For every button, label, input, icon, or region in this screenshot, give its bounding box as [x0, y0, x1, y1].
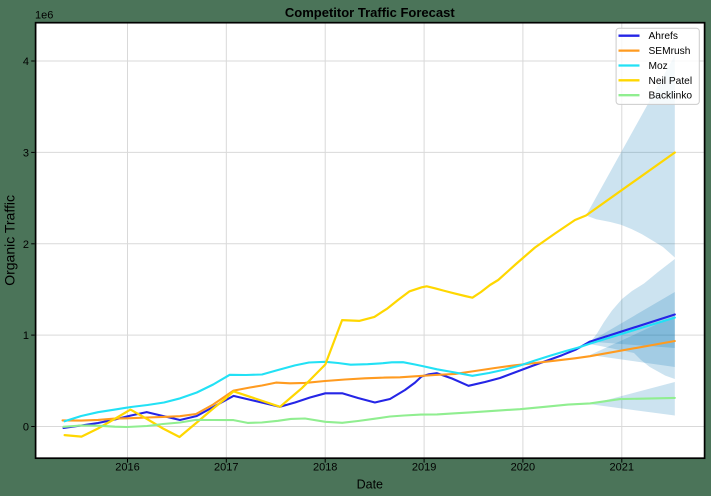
svg-text:2016: 2016 [115, 462, 139, 474]
svg-text:2020: 2020 [511, 462, 535, 474]
svg-text:2018: 2018 [313, 462, 337, 474]
svg-text:SEMrush: SEMrush [649, 46, 691, 57]
svg-text:4: 4 [23, 56, 29, 68]
svg-text:3: 3 [23, 147, 29, 159]
svg-text:Moz: Moz [649, 61, 668, 72]
svg-text:2021: 2021 [610, 462, 634, 474]
svg-text:2019: 2019 [412, 462, 436, 474]
svg-text:Ahrefs: Ahrefs [649, 31, 678, 42]
svg-text:Competitor Traffic Forecast: Competitor Traffic Forecast [285, 5, 455, 20]
svg-text:Date: Date [357, 478, 383, 492]
svg-text:1: 1 [23, 330, 29, 342]
svg-text:0: 0 [23, 422, 29, 434]
svg-text:Organic Traffic: Organic Traffic [2, 195, 18, 286]
svg-text:1e6: 1e6 [35, 9, 53, 21]
svg-text:2: 2 [23, 239, 29, 251]
svg-text:Neil Patel: Neil Patel [649, 76, 693, 87]
svg-text:2017: 2017 [214, 462, 238, 474]
svg-text:Backlinko: Backlinko [649, 91, 693, 102]
